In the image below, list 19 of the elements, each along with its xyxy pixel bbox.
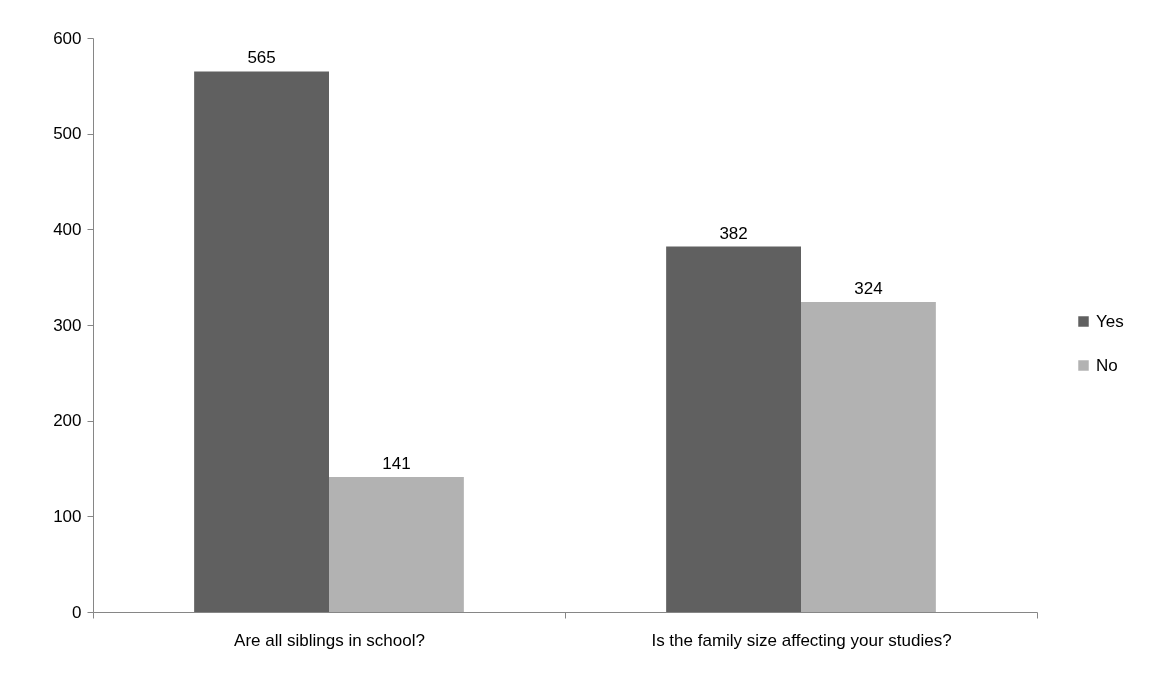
bar xyxy=(801,302,936,612)
y-tick-label: 500 xyxy=(53,124,82,144)
x-tick-label: Is the family size affecting your studies? xyxy=(651,630,952,650)
y-tick-label: 0 xyxy=(72,602,82,622)
bar xyxy=(194,71,329,612)
x-tick-label: Are all siblings in school? xyxy=(234,630,425,650)
y-tick-label: 400 xyxy=(53,219,82,239)
y-tick-label: 600 xyxy=(53,28,82,48)
legend-label: Yes xyxy=(1096,311,1124,331)
data-label: 141 xyxy=(382,454,411,474)
data-label: 382 xyxy=(719,223,748,243)
bar xyxy=(666,246,801,612)
bar xyxy=(329,477,464,612)
data-label: 324 xyxy=(854,279,883,299)
y-tick-label: 200 xyxy=(53,411,82,431)
y-tick-label: 300 xyxy=(53,315,82,335)
data-label: 565 xyxy=(247,48,276,68)
y-tick-label: 100 xyxy=(53,506,82,526)
legend-label: No xyxy=(1096,355,1118,375)
